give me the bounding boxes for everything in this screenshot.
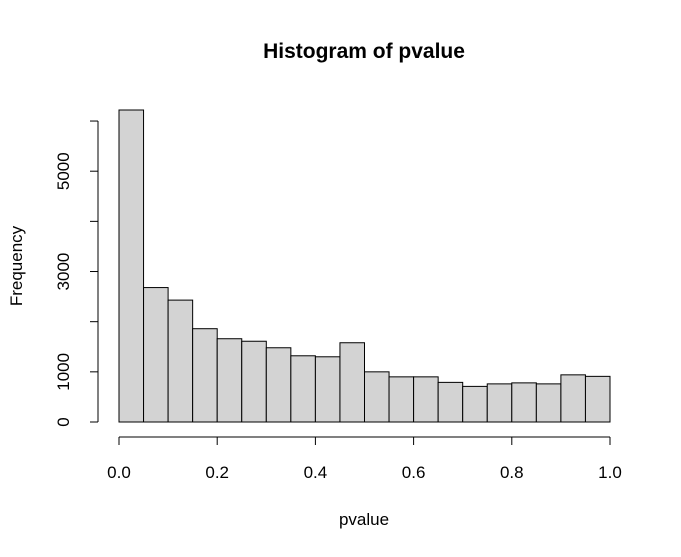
x-tick-label: 0.2: [205, 463, 229, 482]
bars-layer: [118, 109, 611, 423]
histogram-bar: [462, 385, 488, 423]
y-tick-label: 3000: [54, 253, 73, 291]
x-axis: 0.0 0.2 0.4 0.6 0.8 1.0: [107, 436, 622, 482]
histogram-bar: [535, 383, 562, 423]
x-ticks: 0.0 0.2 0.4 0.6 0.8 1.0: [107, 437, 622, 482]
y-tick-label: 1000: [54, 353, 73, 391]
x-tick-label: 0.8: [500, 463, 524, 482]
histogram-bar: [413, 376, 439, 423]
x-axis-label: pvalue: [339, 510, 389, 529]
histogram-bar: [290, 355, 316, 423]
histogram-bar: [486, 383, 513, 423]
histogram-bar: [560, 374, 586, 423]
histogram-bar: [437, 381, 464, 423]
histogram-bar: [314, 356, 341, 423]
histogram-bar: [216, 338, 243, 423]
y-ticks: 0 1000 3000 5000: [54, 120, 98, 427]
histogram-bar: [167, 299, 194, 423]
histogram-bar: [118, 109, 145, 423]
chart-title: Histogram of pvalue: [263, 40, 465, 63]
histogram-bar: [511, 382, 537, 423]
histogram-bar: [339, 342, 366, 423]
histogram-bar: [241, 340, 267, 423]
x-tick-label: 0.0: [107, 463, 131, 482]
y-tick-label: 0: [54, 417, 73, 426]
x-tick-label: 0.4: [304, 463, 328, 482]
histogram-bar: [584, 375, 611, 423]
x-tick-label: 1.0: [598, 463, 622, 482]
histogram-bar: [192, 328, 218, 423]
histogram-bar: [364, 371, 390, 423]
y-axis: 0 1000 3000 5000: [54, 120, 99, 427]
histogram-bar: [143, 287, 169, 423]
histogram-bar: [265, 347, 292, 423]
x-tick-label: 0.6: [402, 463, 426, 482]
y-tick-label: 5000: [54, 152, 73, 190]
y-axis-label: Frequency: [7, 225, 26, 306]
histogram-bar: [388, 376, 415, 423]
